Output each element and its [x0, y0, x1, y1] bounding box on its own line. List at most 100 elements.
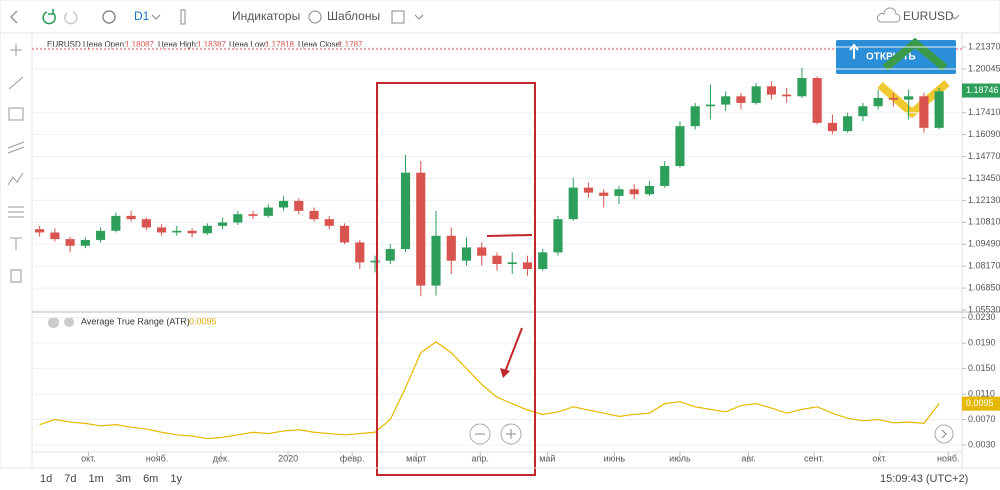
y-tick-label: 0.0150 — [968, 363, 996, 373]
back-button[interactable] — [9, 10, 18, 24]
indicator-settings[interactable] — [64, 317, 74, 327]
y-tick-label: 0.0230 — [968, 312, 996, 322]
candle-body — [157, 227, 167, 233]
zoom-in-icon — [506, 429, 516, 439]
y-tick-label: 1.17410 — [968, 107, 1000, 117]
channel-tool[interactable] — [7, 141, 25, 154]
x-tick-label: июль — [669, 453, 691, 463]
drawing-tools — [7, 44, 25, 283]
candle-body — [416, 172, 426, 286]
candle-body — [873, 97, 883, 107]
y-tick-label: 1.13450 — [968, 173, 1000, 183]
x-tick-label: окт. — [81, 453, 96, 463]
redo-button[interactable] — [64, 11, 78, 25]
delete-tool[interactable] — [10, 269, 22, 283]
range-button[interactable]: 1d — [40, 473, 52, 485]
crosshair-tool[interactable] — [10, 44, 22, 56]
fibonacci-tool[interactable] — [8, 206, 24, 218]
x-tick-label: июнь — [604, 453, 626, 463]
info-value: 1.17818 — [265, 40, 294, 49]
symbol-selector[interactable]: EURUSD — [903, 9, 954, 23]
last-price-box — [962, 83, 1000, 98]
trade-button-label[interactable]: ОТКРЫТЬ — [866, 52, 916, 63]
pattern-tool[interactable] — [7, 172, 24, 186]
candle-body — [355, 242, 365, 263]
timeframe[interactable]: D1 — [134, 9, 150, 23]
range-button[interactable]: 6m — [143, 473, 158, 485]
arrow — [504, 327, 523, 373]
info-value: 1.18387 — [197, 40, 226, 49]
info-label: Цена Close: — [298, 40, 342, 49]
indicators-button[interactable]: Индикаторы — [232, 9, 300, 23]
candle-body — [538, 252, 548, 269]
candle-body — [507, 262, 517, 265]
candle-body — [233, 214, 243, 223]
candle-body — [96, 230, 106, 240]
y-tick-label: 1.14770 — [968, 151, 1000, 161]
candle-body — [492, 255, 502, 265]
candle-body — [843, 116, 853, 132]
range-button[interactable]: 3m — [116, 473, 131, 485]
range-button[interactable]: 1m — [89, 473, 104, 485]
candle-body — [385, 249, 395, 261]
x-tick-label: авг. — [741, 453, 755, 463]
line-tool[interactable] — [8, 76, 24, 90]
calendar-button[interactable] — [391, 10, 405, 24]
candle-body — [218, 222, 228, 226]
x-tick-label: дек. — [213, 453, 230, 463]
info-value: 1.1787 — [338, 40, 363, 49]
close-indicator[interactable] — [48, 317, 59, 328]
settings-button[interactable] — [102, 10, 116, 24]
candle-body — [568, 187, 578, 220]
y-tick-label: 1.10810 — [968, 217, 1000, 227]
candle-body — [705, 104, 716, 107]
candle-body — [187, 230, 197, 234]
candle-body — [599, 192, 609, 196]
candle-body — [80, 239, 90, 246]
scroll-right[interactable] — [934, 424, 954, 444]
range-button[interactable]: 1y — [170, 473, 182, 485]
candle-body — [339, 225, 350, 243]
candle-body — [888, 97, 898, 100]
candle-body — [278, 200, 289, 208]
candle-body — [858, 106, 868, 117]
candle-body — [782, 94, 792, 97]
chart-type-button[interactable] — [180, 9, 186, 25]
x-tick-label: 2020 — [278, 453, 298, 463]
candle-body — [446, 235, 456, 261]
text-tool[interactable] — [10, 237, 22, 250]
candle-body — [904, 96, 914, 100]
candle-body — [126, 215, 136, 220]
rectangle-tool[interactable] — [8, 107, 24, 121]
x-tick-label: окт. — [872, 453, 887, 463]
candle-body — [675, 126, 685, 167]
x-tick-label: нояб. — [937, 453, 960, 463]
candle-body — [370, 260, 380, 263]
templates-button[interactable]: Шаблоны — [327, 9, 380, 23]
templates-icon — [308, 10, 322, 24]
atr-line — [39, 341, 940, 440]
candle-body — [202, 225, 212, 234]
candle-body — [660, 166, 670, 186]
info-label: Цена Open: — [83, 40, 126, 49]
y-tick-label: 0.0030 — [968, 439, 996, 449]
x-tick-label: февр. — [340, 453, 365, 463]
info-line: EURUSD Цена Open: 1.18087 Цена High: 1.1… — [47, 40, 363, 49]
range-button[interactable]: 7d — [64, 473, 76, 485]
candle-body — [629, 189, 639, 195]
candle-body — [141, 219, 151, 228]
candle-body — [797, 78, 807, 97]
x-tick-label: нояб. — [146, 453, 169, 463]
candle-body — [827, 122, 837, 132]
last-value-label: 0.0095 — [966, 398, 994, 408]
toolbar — [0, 0, 1000, 34]
candle-body — [324, 219, 334, 226]
y-tick-label: 1.06850 — [968, 282, 1000, 292]
undo-button[interactable] — [42, 9, 56, 25]
y-tick-label: 1.20045 — [968, 63, 1000, 73]
candle-body — [690, 106, 700, 127]
candle-body — [721, 96, 731, 105]
highlight-box — [376, 82, 536, 476]
candle-body — [812, 78, 822, 123]
